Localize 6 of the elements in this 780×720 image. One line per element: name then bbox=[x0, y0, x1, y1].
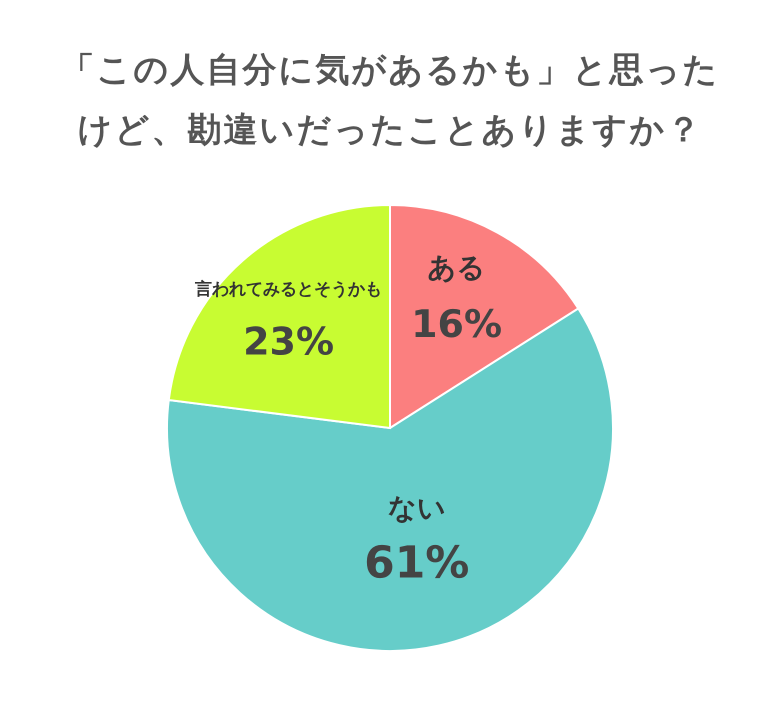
slice-label: ある bbox=[428, 250, 486, 284]
data-label: 23% bbox=[243, 319, 334, 364]
slice-label: ない bbox=[388, 492, 446, 525]
data-label: 16% bbox=[411, 302, 502, 346]
data-label: 61% bbox=[364, 538, 470, 589]
chart-title: 「この人自分に気があるかも」と思ったけど、勘違いだったことありますか？ bbox=[60, 49, 720, 152]
